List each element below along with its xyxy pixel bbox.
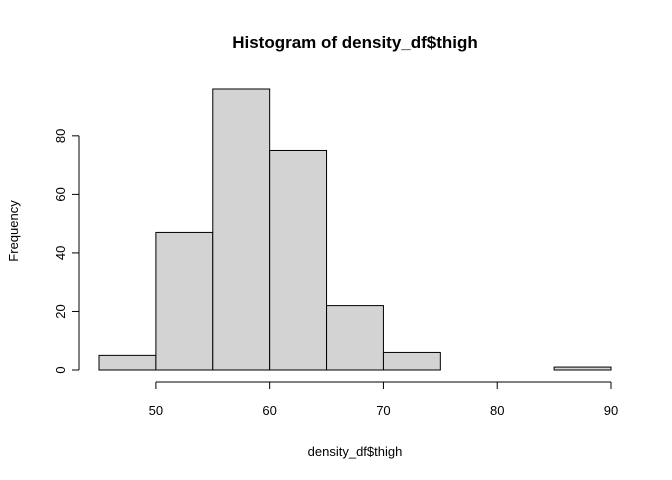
x-tick-label: 50 bbox=[149, 403, 163, 418]
histogram-bar bbox=[155, 231, 214, 371]
x-axis: 50 60 70 80 90 bbox=[149, 381, 618, 418]
histogram-bar bbox=[269, 149, 328, 371]
y-tick-label: 80 bbox=[53, 129, 68, 143]
x-tick-label: 90 bbox=[604, 403, 618, 418]
y-tick-label: 0 bbox=[53, 366, 68, 373]
histogram-bar bbox=[98, 354, 157, 371]
x-axis-label: density_df$thigh bbox=[308, 444, 403, 459]
x-tick-label: 60 bbox=[262, 403, 276, 418]
x-tick-label: 70 bbox=[376, 403, 390, 418]
histogram-bar bbox=[326, 305, 384, 371]
chart-title: Histogram of density_df$thigh bbox=[232, 33, 478, 52]
bars-group bbox=[98, 88, 612, 371]
histogram-bar bbox=[553, 366, 612, 371]
y-tick-label: 40 bbox=[53, 246, 68, 260]
x-tick-label: 80 bbox=[490, 403, 504, 418]
y-tick-label: 60 bbox=[53, 187, 68, 201]
histogram-bar bbox=[382, 351, 441, 371]
histogram-bar bbox=[212, 88, 271, 371]
y-axis-label: Frequency bbox=[6, 200, 21, 262]
y-axis: 0 20 40 60 80 bbox=[53, 129, 80, 374]
y-tick-label: 20 bbox=[53, 304, 68, 318]
